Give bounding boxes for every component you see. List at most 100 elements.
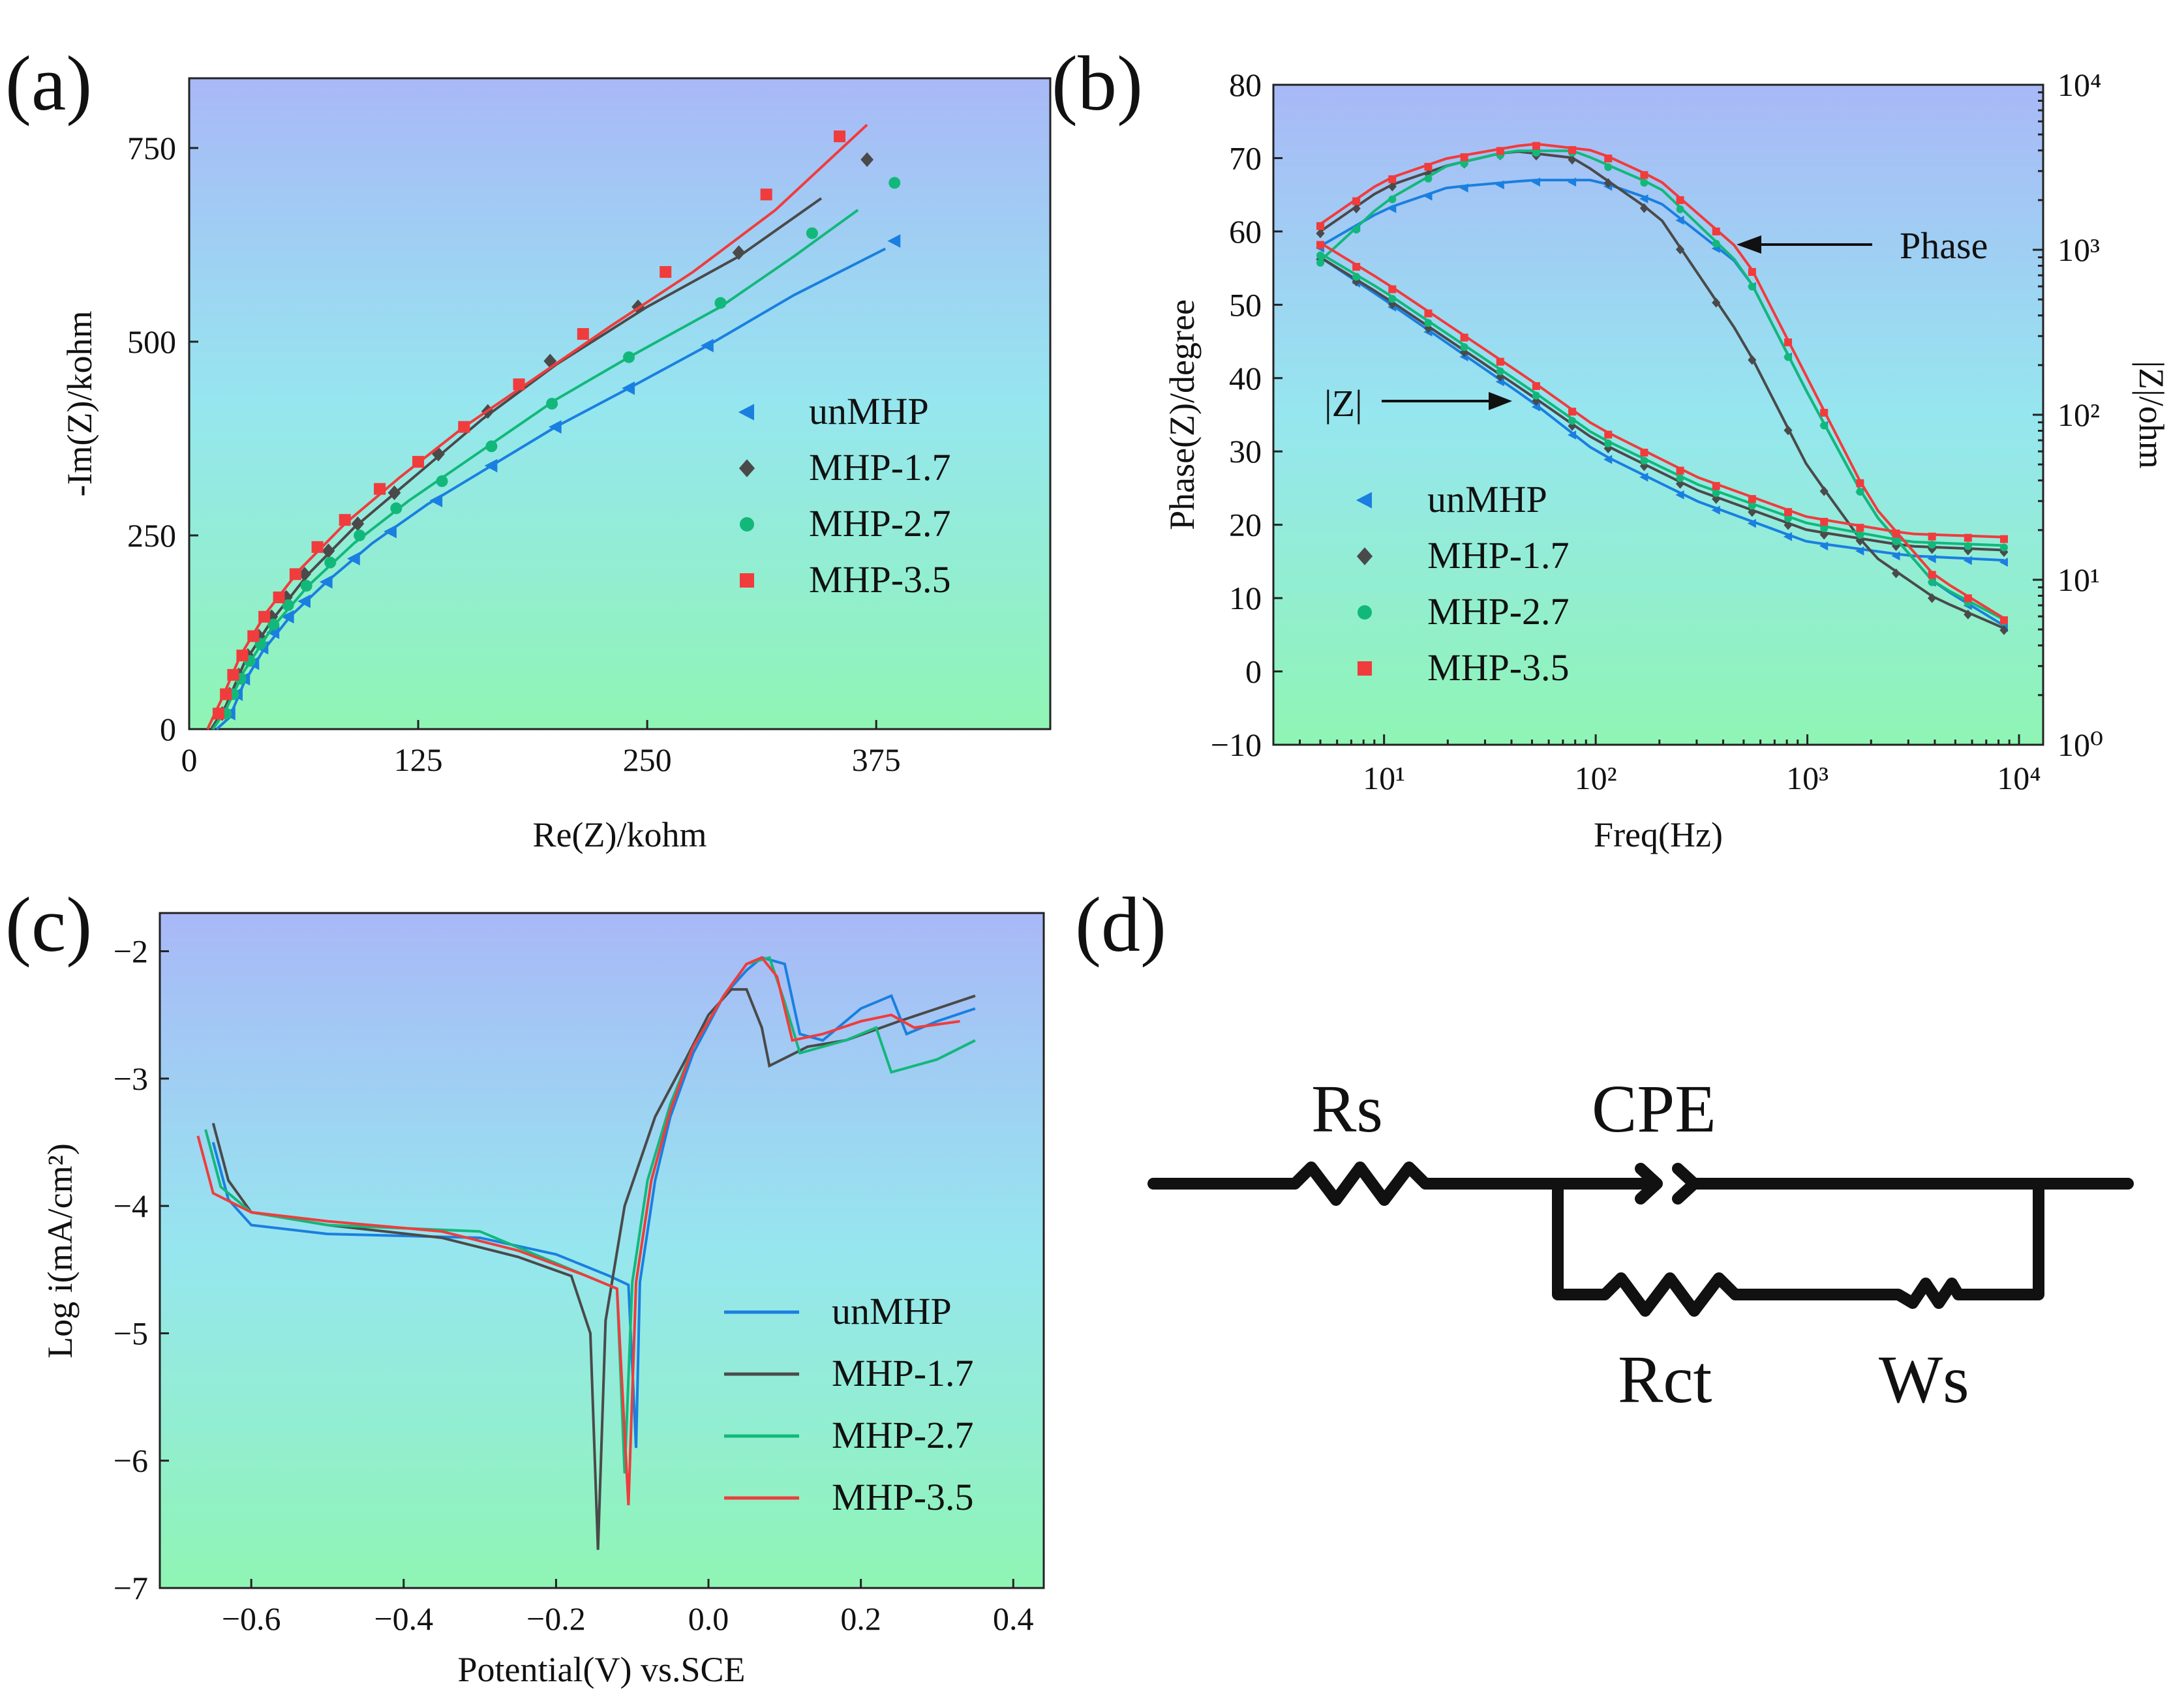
chart-b-ytick-label: 0 bbox=[1245, 653, 1262, 690]
chart-a-data-point bbox=[212, 708, 224, 720]
chart-c-series-line bbox=[211, 988, 976, 1550]
chart-b-y2tick-label: 10¹ bbox=[2057, 562, 2100, 598]
chart-b-phase-point bbox=[1928, 593, 1937, 603]
chart-a-data-point bbox=[732, 245, 746, 260]
chart-a-legend-label: MHP-3.5 bbox=[809, 558, 951, 601]
chart-b-legend-marker bbox=[1358, 661, 1372, 676]
chart-b-phase-point bbox=[1639, 194, 1648, 203]
chart-c-xlabel: Potential(V) vs.SCE bbox=[458, 1650, 746, 1689]
chart-a-xtick-label: 375 bbox=[852, 742, 901, 778]
chart-b-phase-point bbox=[1424, 162, 1433, 171]
chart-b-modulus-point bbox=[1712, 494, 1721, 504]
chart-b-ylabel: Phase(Z)/degree bbox=[1162, 299, 1202, 530]
chart-b-modulus-point bbox=[1532, 382, 1540, 390]
chart-b-ytick-label: 50 bbox=[1229, 286, 1262, 323]
chart-b-modulus-point bbox=[1388, 285, 1397, 293]
chart-b-phase-fit-line bbox=[1319, 150, 2005, 630]
chart-b-phase-point bbox=[1784, 338, 1793, 346]
chart-b-modulus-point bbox=[1784, 508, 1793, 517]
chart-a-data-point bbox=[227, 668, 239, 681]
chart-b-phase-point bbox=[1316, 258, 1324, 267]
chart-c-ytick-label: −2 bbox=[114, 933, 148, 970]
chart-b-modulus-point bbox=[1928, 532, 1936, 541]
chart-b-modulus-point bbox=[1819, 530, 1829, 540]
chart-a-data-point bbox=[300, 580, 312, 592]
chart-a-data-point bbox=[714, 297, 727, 309]
chart-b-y2tick-label: 10⁴ bbox=[2057, 67, 2101, 103]
chart-b-phase-point bbox=[1495, 180, 1504, 190]
chart-b-modulus-point bbox=[1748, 495, 1756, 503]
chart-b-modulus-point bbox=[1424, 319, 1433, 327]
chart-a-data-point bbox=[339, 514, 351, 526]
chart-b-legend-marker bbox=[1356, 547, 1373, 565]
chart-b-modulus-point bbox=[1747, 518, 1756, 528]
chart-b-ytick-label: 80 bbox=[1229, 67, 1262, 103]
chart-a-legend-label: unMHP bbox=[809, 390, 929, 432]
chart-b-plot-area bbox=[1273, 85, 2043, 745]
chart-b-modulus-point bbox=[1928, 541, 1936, 549]
chart-b-phase-point bbox=[1568, 155, 1577, 165]
chart-a-ytick-label: 750 bbox=[127, 130, 176, 166]
chart-a-xlabel: Re(Z)/kohm bbox=[533, 815, 707, 854]
chart-c-legend-label: unMHP bbox=[832, 1290, 952, 1332]
chart-a-legend-marker bbox=[740, 573, 754, 588]
chart-c-ytick-label: −6 bbox=[114, 1443, 148, 1479]
chart-b-phase-point bbox=[1459, 183, 1468, 193]
chart-b-modulus-point bbox=[1352, 263, 1361, 271]
chart-b-legend-label: MHP-3.5 bbox=[1427, 646, 1570, 689]
chart-b-modulus-point bbox=[1748, 502, 1756, 510]
chart-a-legend-marker bbox=[738, 459, 755, 477]
chart-b-modulus-point bbox=[1388, 295, 1397, 303]
chart-c-ytick-label: −7 bbox=[114, 1570, 148, 1606]
chart-b-phase-point bbox=[1999, 616, 2008, 625]
chart-b-phase-point bbox=[1819, 486, 1829, 496]
chart-a-data-point bbox=[281, 610, 294, 624]
rs-resistor-wire bbox=[1147, 1161, 1564, 1206]
chart-b-modulus-fit-line bbox=[1319, 252, 2005, 547]
chart-b-modulus-point bbox=[1352, 273, 1361, 281]
chart-a-data-point bbox=[324, 556, 337, 569]
chart-b-modulus-point bbox=[1676, 466, 1684, 475]
chart-b-phase-point bbox=[1640, 179, 1648, 187]
equivalent-circuit: Rs CPE Rct Ws bbox=[1147, 1071, 2134, 1417]
chart-a-legend-label: MHP-1.7 bbox=[809, 446, 951, 488]
chart-b-modulus-point bbox=[1711, 505, 1720, 515]
chart-b-modulus-point bbox=[1640, 449, 1648, 457]
chart-a-data-point bbox=[374, 483, 386, 495]
chart-c-xtick-label: 0.0 bbox=[688, 1600, 729, 1637]
chart-a-data-point bbox=[387, 485, 401, 500]
chart-a-data-point bbox=[701, 338, 714, 353]
chart-a-data-point bbox=[429, 494, 443, 507]
panel-label-d: (d) bbox=[1075, 881, 1166, 968]
chart-a-data-point bbox=[412, 456, 425, 468]
chart-b-modulus-point bbox=[1856, 524, 1864, 532]
chart-a-data-point bbox=[273, 592, 285, 604]
chart-b-modulus-point bbox=[1999, 558, 2008, 567]
chart-c-xtick-label: 0.4 bbox=[993, 1600, 1034, 1637]
chart-a-data-point bbox=[622, 381, 635, 395]
chart-a-data-point bbox=[485, 440, 498, 453]
rs-label: Rs bbox=[1311, 1071, 1383, 1146]
chart-b-modulus-point bbox=[1892, 530, 1900, 538]
chart-b-phase-point bbox=[1388, 195, 1397, 203]
chart-c-xtick-label: −0.2 bbox=[526, 1600, 586, 1637]
chart-a-data-point bbox=[436, 475, 448, 487]
chart-b-phase-point bbox=[1676, 196, 1684, 204]
chart-a-data-point bbox=[806, 227, 818, 239]
chart-b-modulus-point bbox=[1460, 343, 1468, 352]
chart-a-data-point bbox=[220, 688, 232, 700]
chart-b-modulus-point bbox=[1496, 357, 1504, 366]
chart-b-modulus-point bbox=[1820, 518, 1829, 526]
chart-b-ytick-label: 60 bbox=[1229, 213, 1262, 250]
chart-b-modulus-point bbox=[1963, 556, 1972, 565]
chart-a-data-point bbox=[546, 398, 558, 410]
chart-b-phase-point bbox=[1532, 149, 1540, 157]
chart-b-modulus-point bbox=[1675, 490, 1684, 500]
rct-label: Rct bbox=[1618, 1342, 1712, 1417]
chart-b-modulus-fit-line bbox=[1319, 256, 2005, 552]
chart-a-data-point bbox=[623, 351, 635, 363]
chart-c-xtick-label: 0.2 bbox=[840, 1600, 881, 1637]
chart-b-ytick-label: 20 bbox=[1229, 507, 1262, 543]
chart-b-phase-point bbox=[1460, 153, 1468, 162]
